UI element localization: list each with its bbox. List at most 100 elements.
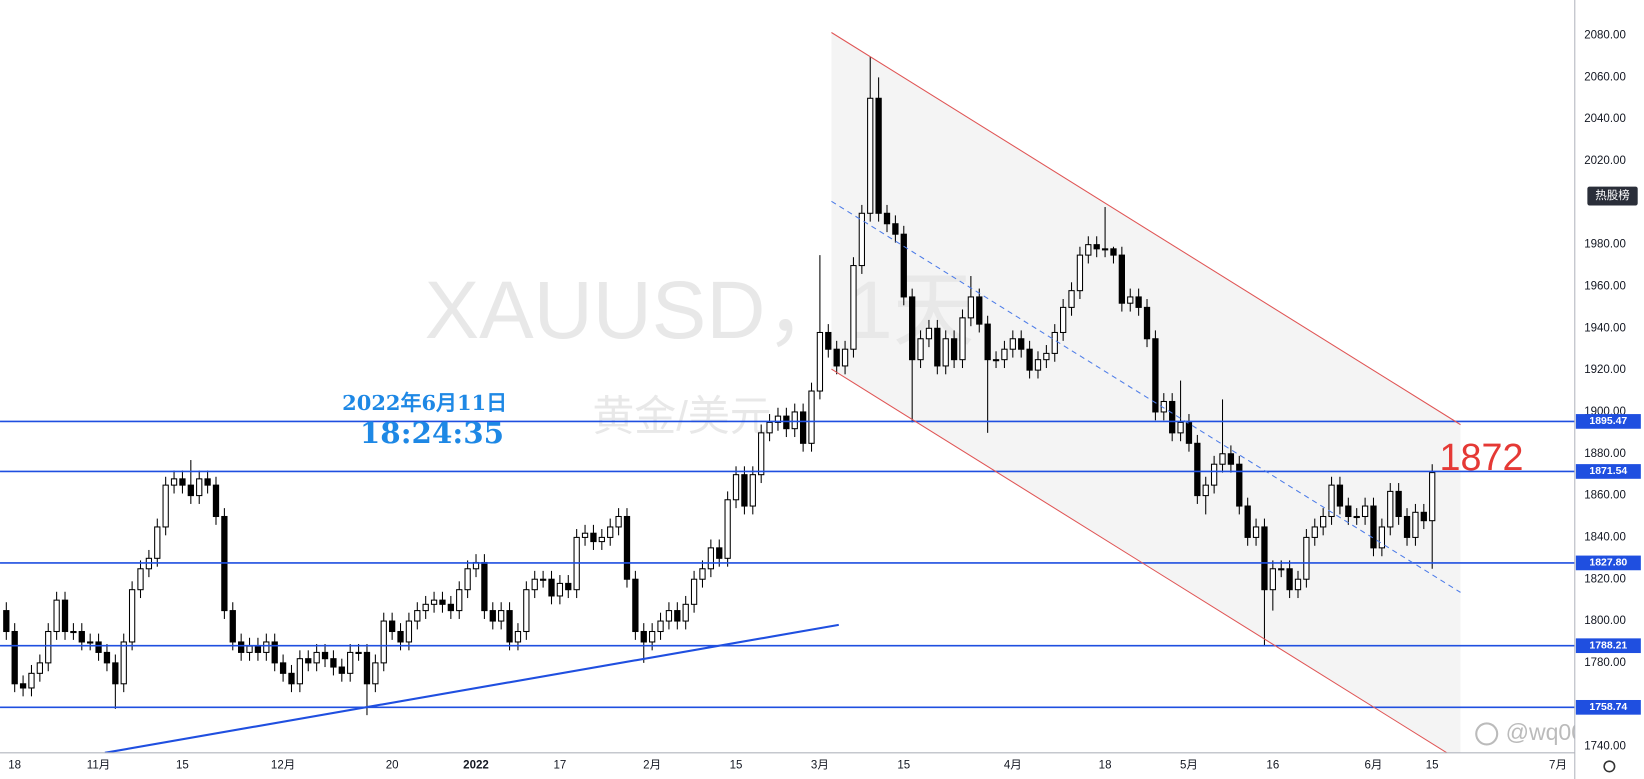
candle-body — [321, 651, 329, 660]
candle-body — [774, 415, 782, 423]
candle-body — [1169, 400, 1176, 434]
candle-body — [1118, 254, 1126, 304]
x-tick-label: 5月 — [1180, 759, 1198, 771]
candle-body — [196, 478, 203, 497]
candle-body — [867, 97, 874, 214]
candle-body — [833, 348, 840, 367]
candle-body — [1009, 338, 1016, 350]
candle-body — [11, 630, 18, 685]
candle-body — [1059, 306, 1067, 334]
candle-body — [204, 478, 211, 486]
candle-body — [674, 610, 681, 622]
candle-body — [1244, 505, 1251, 538]
candle-body — [909, 296, 916, 361]
y-tick-label: 1840.00 — [1584, 531, 1626, 543]
y-tick-label: 1780.00 — [1584, 657, 1626, 669]
candle-body — [1311, 526, 1318, 538]
candle-body — [296, 658, 304, 685]
x-tick-label: 15 — [176, 759, 189, 771]
x-tick-label: 2022 — [463, 759, 489, 771]
candle-body — [565, 582, 572, 591]
candle-body — [372, 662, 379, 685]
candle-body — [128, 589, 136, 643]
candle-body — [1403, 515, 1411, 538]
price-label: 1788.21 — [1589, 640, 1627, 651]
candle-body — [883, 212, 891, 225]
candle-body — [246, 645, 253, 653]
candle-body — [422, 603, 429, 612]
candle-body — [1043, 352, 1050, 361]
y-tick-label: 2040.00 — [1584, 113, 1626, 125]
candle-body — [992, 359, 1000, 362]
candle-body — [1328, 484, 1335, 518]
candle-body — [799, 411, 807, 444]
y-tick-label: 1940.00 — [1584, 322, 1626, 334]
candle-body — [1278, 568, 1285, 571]
price-label-bg — [1575, 555, 1641, 571]
candle-body — [1227, 453, 1235, 465]
candle-body — [70, 630, 77, 634]
candle-body — [808, 390, 815, 444]
candle-body — [112, 662, 119, 685]
candle-body — [1143, 306, 1151, 340]
candle-body — [598, 536, 605, 543]
candle-body — [1320, 515, 1327, 528]
candle-body — [19, 683, 27, 689]
candle-body — [103, 651, 111, 664]
y-tick-label: 1800.00 — [1584, 615, 1626, 627]
candle-body — [1093, 244, 1100, 250]
candle-body — [447, 603, 454, 612]
candle-body — [548, 578, 555, 597]
x-tick-label: 4月 — [1004, 759, 1022, 771]
candle-body — [707, 547, 715, 570]
x-tick-label: 15 — [897, 759, 910, 771]
candle-body — [556, 582, 564, 597]
candle-body — [464, 568, 471, 591]
candle-body — [1336, 484, 1344, 507]
candle-body — [170, 478, 178, 486]
candle-body — [816, 331, 824, 392]
x-tick-label: 17 — [553, 759, 566, 771]
candle-body — [1345, 505, 1352, 518]
candle-body — [1152, 338, 1159, 413]
candle-body — [690, 578, 698, 605]
settings-icon[interactable] — [1603, 760, 1616, 773]
channel-lower — [831, 368, 1448, 754]
candle-body — [1429, 472, 1436, 522]
x-tick-label: 2月 — [643, 759, 661, 771]
candle-body — [850, 265, 857, 350]
x-tick-label: 20 — [386, 759, 399, 771]
timestamp-time: 18:24:35 — [360, 415, 504, 450]
candle-body — [791, 411, 798, 430]
candle-body — [456, 589, 463, 612]
candle-body — [1361, 505, 1369, 518]
x-tick-label: 15 — [730, 759, 743, 771]
price-label-bg — [1575, 464, 1641, 479]
timestamp-date: 2022年6月11日 — [342, 390, 507, 415]
candle-body — [489, 610, 496, 622]
candle-body — [3, 610, 10, 633]
candle-body — [967, 296, 975, 319]
x-tick-label: 15 — [1426, 759, 1439, 771]
candle-body — [950, 338, 958, 361]
candle-body — [1135, 296, 1142, 308]
candle-body — [1420, 511, 1427, 522]
candle-body — [61, 599, 69, 633]
candle-body — [531, 578, 538, 591]
candle-body — [506, 610, 513, 643]
x-tick-label: 11月 — [87, 759, 110, 771]
price-label: 1758.74 — [1589, 702, 1627, 713]
candle-body — [917, 338, 924, 361]
badge-bg — [1587, 186, 1638, 206]
candle-body — [984, 323, 991, 361]
candle-body — [514, 630, 522, 643]
badge[interactable]: 热股榜 — [1595, 188, 1630, 202]
price-label-bg — [1575, 699, 1641, 715]
candle-body — [1370, 505, 1377, 549]
candle-body — [758, 432, 765, 476]
y-tick-label: 1880.00 — [1584, 448, 1626, 460]
x-tick-label: 6月 — [1365, 759, 1383, 771]
x-tick-label: 18 — [1099, 759, 1112, 771]
price-label: 1871.54 — [1589, 466, 1627, 477]
